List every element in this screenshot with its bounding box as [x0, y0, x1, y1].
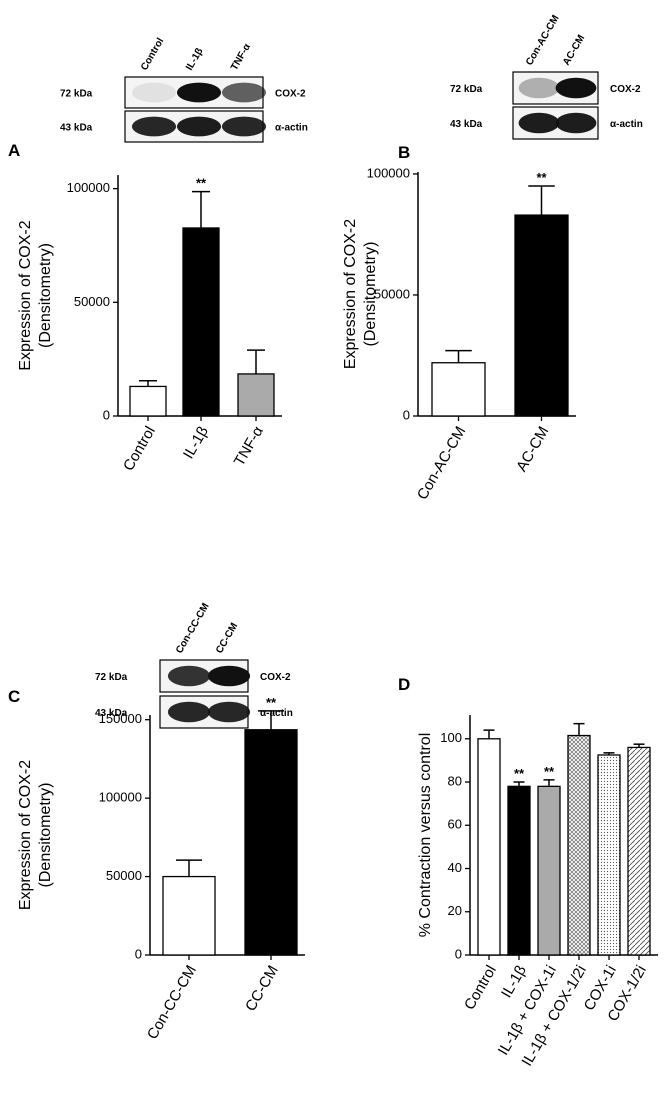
y-tick-label: 100000 — [99, 790, 142, 805]
x-tick-label: IL-1β — [180, 423, 212, 462]
blot-band — [176, 82, 222, 103]
y-tick-label: 0 — [403, 407, 410, 422]
y-tick-label: 20 — [448, 903, 462, 918]
blot-band — [131, 116, 177, 137]
lane-label: Con-AC-CM — [524, 13, 562, 67]
y-axis-label: (Densitometry) — [37, 783, 54, 888]
kda-label: 72 kDa — [450, 84, 483, 95]
kda-label: 43 kDa — [60, 123, 93, 134]
bar — [129, 385, 167, 417]
bar — [162, 875, 216, 956]
y-tick-label: 150000 — [99, 711, 142, 726]
blot-band — [167, 665, 211, 687]
x-tick-label: Con-CC-CM — [144, 962, 200, 1042]
y-tick-label: 0 — [103, 407, 110, 422]
panel-label: B — [398, 143, 410, 162]
y-axis-label: Expression of COX-2 — [342, 219, 359, 369]
bar — [182, 227, 220, 417]
lane-label: AC-CM — [561, 33, 587, 67]
kda-label: 72 kDa — [95, 672, 128, 683]
significance: ** — [266, 695, 277, 710]
blot-band — [518, 112, 560, 134]
lane-label: TNF-α — [229, 41, 253, 72]
y-axis-label: Expression of COX-2 — [17, 220, 34, 370]
blot-band — [131, 82, 177, 103]
y-tick-label: 50000 — [74, 294, 110, 309]
panel-label: A — [8, 141, 20, 160]
y-tick-label: 50000 — [374, 286, 410, 301]
blot-band — [518, 77, 560, 99]
panel-label: D — [398, 675, 410, 694]
x-tick-label: Control — [120, 423, 159, 473]
blot-band — [176, 116, 222, 137]
bar — [514, 214, 569, 417]
x-tick-label: TNF-α — [231, 423, 267, 469]
bar — [567, 734, 591, 956]
significance: ** — [514, 766, 525, 781]
y-tick-label: 50000 — [106, 868, 142, 883]
panel-label: C — [8, 687, 20, 706]
y-tick-label: 60 — [448, 817, 462, 832]
blot-band — [221, 82, 267, 103]
protein-label: COX-2 — [275, 89, 306, 100]
y-tick-label: 100 — [440, 730, 462, 745]
bar — [237, 373, 275, 417]
significance: ** — [196, 176, 207, 191]
y-tick-label: 100000 — [67, 180, 110, 195]
bar — [244, 729, 298, 956]
blot-band — [167, 701, 211, 723]
protein-label: COX-2 — [610, 84, 641, 95]
blot-band — [555, 112, 597, 134]
bar — [477, 738, 501, 956]
y-tick-label: 0 — [455, 946, 462, 961]
y-tick-label: 100000 — [367, 165, 410, 180]
lane-label: Con-CC-CM — [174, 601, 212, 655]
kda-label: 72 kDa — [60, 89, 93, 100]
y-tick-label: 0 — [135, 946, 142, 961]
protein-label: α-actin — [610, 119, 643, 130]
y-axis-label: (Densitometry) — [37, 243, 54, 348]
y-axis-label: Expression of COX-2 — [17, 760, 34, 910]
protein-label: α-actin — [260, 708, 293, 719]
blot-band — [555, 77, 597, 99]
x-tick-label: Con-AC-CM — [414, 423, 470, 502]
blot-band — [207, 701, 251, 723]
y-axis-label: (Densitometry) — [362, 242, 379, 347]
significance: ** — [544, 764, 555, 779]
y-tick-label: 80 — [448, 773, 462, 788]
significance: ** — [536, 170, 547, 185]
y-axis-label: % Contraction versus control — [417, 733, 434, 938]
lane-label: CC-CM — [214, 621, 240, 655]
blot-band — [221, 116, 267, 137]
x-tick-label: Control — [461, 962, 500, 1012]
x-tick-label: CC-CM — [242, 962, 282, 1014]
kda-label: 43 kDa — [450, 119, 483, 130]
bar — [597, 754, 621, 956]
x-tick-label: AC-CM — [513, 423, 552, 474]
protein-label: COX-2 — [260, 672, 291, 683]
bar — [507, 785, 531, 956]
blot-band — [207, 665, 251, 687]
bar — [431, 362, 486, 417]
lane-label: Control — [139, 36, 166, 72]
lane-label: IL-1β — [184, 46, 205, 72]
kda-label: 43 kDa — [95, 708, 128, 719]
bar — [537, 785, 561, 956]
protein-label: α-actin — [275, 123, 308, 134]
bar — [627, 746, 651, 956]
y-tick-label: 40 — [448, 860, 462, 875]
